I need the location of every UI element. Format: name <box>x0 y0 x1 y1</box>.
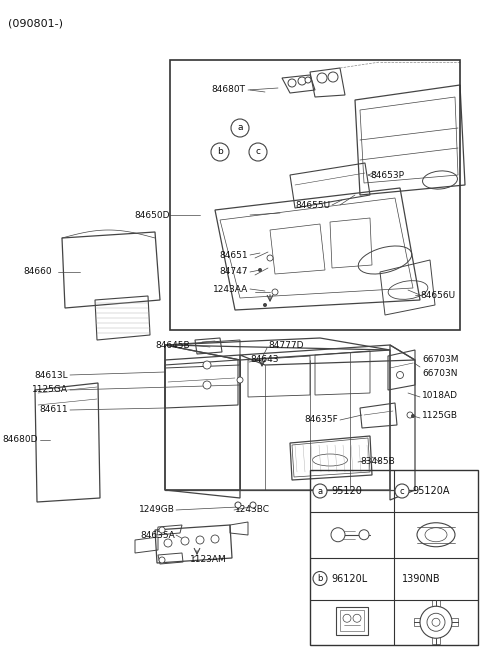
Text: 84613L: 84613L <box>35 371 68 379</box>
Text: 84635F: 84635F <box>304 415 338 424</box>
Circle shape <box>395 484 409 498</box>
Text: a: a <box>237 124 243 132</box>
Circle shape <box>411 414 415 418</box>
Circle shape <box>159 557 165 563</box>
Text: 66703N: 66703N <box>422 369 457 377</box>
Circle shape <box>203 361 211 369</box>
Text: 84660: 84660 <box>24 267 52 276</box>
Text: b: b <box>317 574 323 583</box>
Text: 1249GB: 1249GB <box>139 506 175 514</box>
Circle shape <box>359 530 369 540</box>
Circle shape <box>420 607 452 638</box>
Text: 95120A: 95120A <box>412 486 449 496</box>
Circle shape <box>258 268 262 272</box>
Circle shape <box>396 371 404 379</box>
Text: 1243BC: 1243BC <box>235 506 270 514</box>
Text: (090801-): (090801-) <box>8 18 63 28</box>
Circle shape <box>353 614 361 622</box>
Circle shape <box>196 536 204 544</box>
Circle shape <box>328 72 338 82</box>
Text: 83485B: 83485B <box>360 457 395 466</box>
Text: 84651: 84651 <box>219 250 248 259</box>
Text: b: b <box>217 147 223 157</box>
Circle shape <box>250 502 256 508</box>
Circle shape <box>181 537 189 545</box>
Circle shape <box>237 377 243 383</box>
Circle shape <box>305 77 311 83</box>
Text: 1125GA: 1125GA <box>32 386 68 394</box>
Circle shape <box>231 119 249 137</box>
Circle shape <box>267 255 273 261</box>
Text: 1018AD: 1018AD <box>422 390 458 400</box>
Text: 84680T: 84680T <box>211 86 245 94</box>
Text: 84655U: 84655U <box>295 200 330 210</box>
Circle shape <box>298 77 306 85</box>
Circle shape <box>313 572 327 586</box>
Circle shape <box>249 143 267 161</box>
Text: a: a <box>317 487 323 495</box>
Circle shape <box>159 527 165 533</box>
Circle shape <box>427 613 445 631</box>
Circle shape <box>331 528 345 542</box>
Text: 84653P: 84653P <box>370 170 404 179</box>
Text: 1390NB: 1390NB <box>402 574 441 584</box>
Circle shape <box>164 539 172 547</box>
Text: 96120L: 96120L <box>331 574 367 584</box>
Text: 84777D: 84777D <box>268 341 303 350</box>
Circle shape <box>343 614 351 622</box>
Text: 84656U: 84656U <box>420 291 455 299</box>
Circle shape <box>313 484 327 498</box>
Text: c: c <box>400 487 404 495</box>
Text: 84650D: 84650D <box>134 210 170 219</box>
Circle shape <box>272 289 278 295</box>
Text: 84611: 84611 <box>39 405 68 415</box>
Circle shape <box>203 381 211 389</box>
Bar <box>170 60 460 330</box>
Circle shape <box>263 303 267 307</box>
Text: 84747: 84747 <box>219 267 248 276</box>
Text: 84635A: 84635A <box>140 531 175 540</box>
Circle shape <box>407 412 413 418</box>
Circle shape <box>288 79 296 87</box>
Bar <box>310 470 478 645</box>
Circle shape <box>235 502 241 508</box>
Text: c: c <box>255 147 261 157</box>
Circle shape <box>211 535 219 543</box>
Text: 84680D: 84680D <box>2 436 38 445</box>
Text: 66703M: 66703M <box>422 356 458 364</box>
Text: 84645B: 84645B <box>156 341 190 350</box>
Text: 84643: 84643 <box>250 356 278 364</box>
Circle shape <box>317 73 327 83</box>
Circle shape <box>432 618 440 626</box>
Text: 1123AM: 1123AM <box>190 555 227 565</box>
Text: 1125GB: 1125GB <box>422 411 458 419</box>
Text: 95120: 95120 <box>331 486 362 496</box>
Text: 1243AA: 1243AA <box>213 284 248 293</box>
Circle shape <box>211 143 229 161</box>
